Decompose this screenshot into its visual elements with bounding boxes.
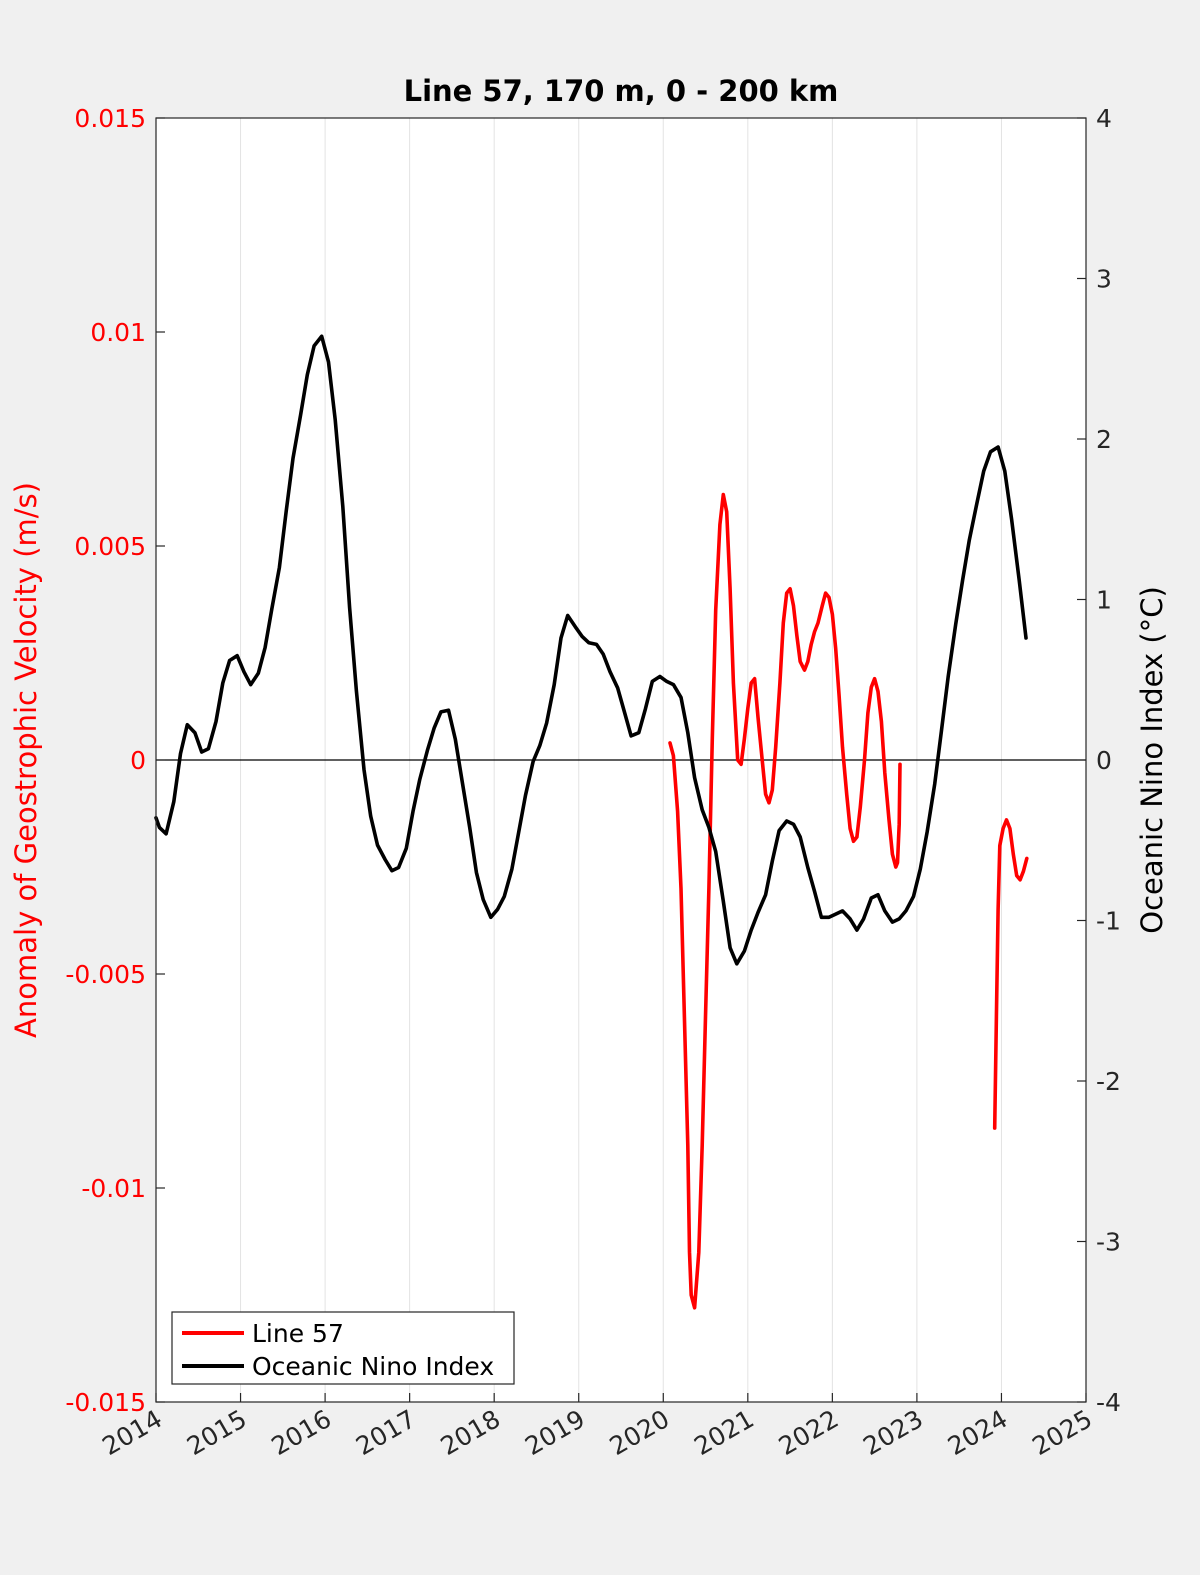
x-tick-label: 2015 (182, 1404, 252, 1461)
right-tick-label: 1 (1096, 586, 1112, 615)
x-tick-label: 2024 (943, 1404, 1013, 1461)
left-tick-label: 0 (130, 746, 146, 775)
legend-label-line57: Line 57 (252, 1319, 344, 1348)
x-tick-label: 2021 (689, 1404, 759, 1461)
right-tick-label: -2 (1096, 1067, 1121, 1096)
right-tick-label: -3 (1096, 1228, 1121, 1257)
left-axis: -0.015 -0.01 -0.005 0 0.005 0.01 0.015 (65, 104, 165, 1417)
left-tick-label: 0.015 (74, 104, 146, 133)
right-tick-label: 0 (1096, 746, 1112, 775)
x-tick-label: 2022 (774, 1404, 844, 1461)
left-tick-label: 0.005 (74, 532, 146, 561)
left-axis-label: Anomaly of Geostrophic Velocity (m/s) (9, 482, 43, 1038)
x-tick-label: 2023 (858, 1404, 928, 1461)
right-tick-label: 2 (1096, 425, 1112, 454)
legend: Line 57 Oceanic Nino Index (171, 1311, 515, 1385)
series-line-line57-0 (668, 492, 902, 1310)
x-tick-label: 2025 (1027, 1404, 1097, 1461)
x-tick-label: 2017 (351, 1404, 421, 1461)
series-line-oni-0 (154, 334, 1028, 966)
x-axis: 2014 2015 2016 2017 2018 2019 2020 2021 2022 2023… (97, 1393, 1097, 1461)
x-tick-label: 2020 (605, 1404, 675, 1461)
right-axis-label: Oceanic Nino Index (°C) (1135, 586, 1169, 934)
series-lines (154, 334, 1029, 1310)
left-tick-label: -0.015 (65, 1388, 146, 1417)
legend-label-oni: Oceanic Nino Index (252, 1352, 494, 1381)
series-line-line57-1 (992, 818, 1029, 1130)
x-tick-label: 2018 (436, 1404, 506, 1461)
right-tick-label: -1 (1096, 907, 1121, 936)
x-tick-label: 2016 (266, 1404, 336, 1461)
left-tick-label: -0.01 (81, 1174, 146, 1203)
left-tick-label: -0.005 (65, 960, 146, 989)
left-tick-label: 0.01 (90, 318, 146, 347)
chart-title: Line 57, 170 m, 0 - 200 km (404, 74, 839, 108)
legend-box (171, 1311, 515, 1385)
right-axis: -4 -3 -2 -1 0 1 2 3 4 (1077, 104, 1121, 1417)
right-tick-label: 4 (1096, 104, 1112, 133)
right-tick-label: 3 (1096, 265, 1112, 294)
right-tick-label: -4 (1096, 1388, 1121, 1417)
x-tick-label: 2019 (520, 1404, 590, 1461)
